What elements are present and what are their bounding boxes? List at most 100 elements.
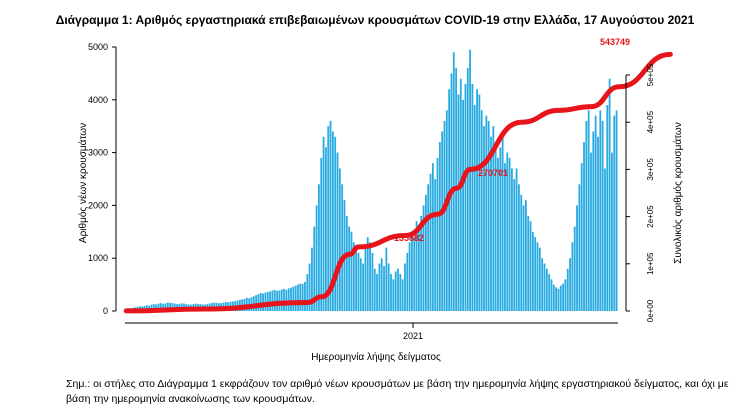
y-axis-ticks: 0 1000 2000 3000 4000 5000 — [88, 42, 116, 316]
bar — [420, 215, 423, 311]
bar — [322, 136, 325, 311]
bar — [441, 131, 444, 311]
bar — [378, 263, 381, 311]
bar — [564, 279, 567, 311]
bar — [171, 303, 174, 311]
y-tick-label: 3000 — [88, 148, 108, 158]
bar — [501, 136, 504, 311]
bar — [297, 284, 299, 311]
bar — [313, 226, 316, 311]
bar — [431, 163, 434, 311]
bar — [329, 120, 332, 311]
bar — [278, 290, 281, 311]
bar — [569, 258, 571, 311]
bar — [573, 226, 576, 311]
bar — [397, 268, 399, 311]
bar — [338, 168, 341, 311]
bar — [366, 237, 369, 311]
bar — [576, 205, 578, 311]
bar — [318, 184, 320, 311]
bar — [436, 157, 439, 311]
bar — [355, 247, 358, 311]
bar — [162, 303, 165, 311]
bar — [424, 194, 427, 311]
bar — [518, 184, 520, 311]
bar — [452, 52, 455, 311]
bar — [506, 152, 509, 311]
chart-plot: 0 1000 2000 3000 4000 5000 Αριθμός νέων κρουσ… — [77, 37, 684, 363]
bar — [422, 205, 425, 311]
bar — [334, 136, 337, 311]
bar — [387, 263, 390, 311]
bar — [362, 263, 365, 311]
bar — [597, 136, 599, 311]
annotation-270701: 270701 — [478, 168, 508, 178]
bar — [257, 294, 260, 311]
y2-axis-ticks: 0e+00 1e+05 2e+05 3e+05 4e+05 5e+05 — [626, 63, 655, 322]
y2-axis-label: Συνολικός αριθμός κρουσμάτων — [672, 122, 684, 264]
bar — [155, 304, 158, 311]
bar — [359, 258, 362, 311]
bar — [262, 293, 265, 311]
bar — [459, 78, 462, 312]
bar — [415, 221, 418, 311]
bar — [473, 105, 476, 311]
bar — [411, 231, 413, 311]
bar — [524, 200, 527, 311]
bar — [513, 179, 516, 311]
bar — [320, 157, 323, 311]
bar — [601, 120, 604, 311]
bar — [536, 242, 539, 311]
bar — [287, 288, 290, 311]
bar — [264, 292, 267, 311]
bar — [520, 194, 523, 311]
bar — [557, 288, 560, 311]
y-tick-label: 2000 — [88, 200, 108, 210]
bar — [494, 142, 497, 311]
bar — [259, 293, 262, 311]
bar — [592, 131, 595, 311]
cumulative-line — [123, 51, 673, 314]
bar — [464, 83, 467, 312]
bar — [497, 157, 499, 311]
bar — [394, 271, 397, 311]
bar — [599, 110, 602, 311]
bar — [469, 49, 471, 311]
bar — [427, 184, 430, 311]
bar — [306, 274, 309, 311]
y2-tick-label: 0e+00 — [646, 299, 655, 322]
footnote: Σημ.: οι στήλες στο Διάγραμμα 1 εκφράζου… — [66, 378, 729, 405]
y-tick-label: 0 — [103, 306, 108, 316]
bar — [369, 242, 371, 311]
annotation-total: 543749 — [600, 37, 630, 47]
bar — [345, 215, 348, 311]
bar — [504, 163, 506, 311]
bar — [350, 231, 353, 311]
bar — [457, 94, 460, 312]
bar — [443, 120, 446, 311]
bar — [385, 247, 388, 311]
bar — [152, 304, 155, 311]
bar — [308, 263, 311, 311]
bar — [169, 302, 171, 311]
bar — [438, 142, 441, 311]
bar — [157, 303, 160, 311]
bar — [327, 126, 330, 311]
bar — [376, 274, 378, 311]
bar — [587, 110, 590, 311]
bar — [548, 274, 551, 311]
bar — [408, 242, 411, 311]
bar — [301, 284, 304, 311]
bar — [538, 247, 541, 311]
bar — [315, 205, 318, 311]
bar — [511, 168, 513, 311]
bar — [527, 215, 530, 311]
y2-tick-label: 3e+05 — [646, 158, 655, 181]
bar — [150, 304, 153, 311]
bar — [311, 247, 313, 311]
bar — [615, 110, 618, 311]
bar — [480, 110, 483, 311]
bar — [466, 68, 469, 312]
y2-tick-label: 1e+05 — [646, 252, 655, 275]
bar — [541, 258, 544, 311]
